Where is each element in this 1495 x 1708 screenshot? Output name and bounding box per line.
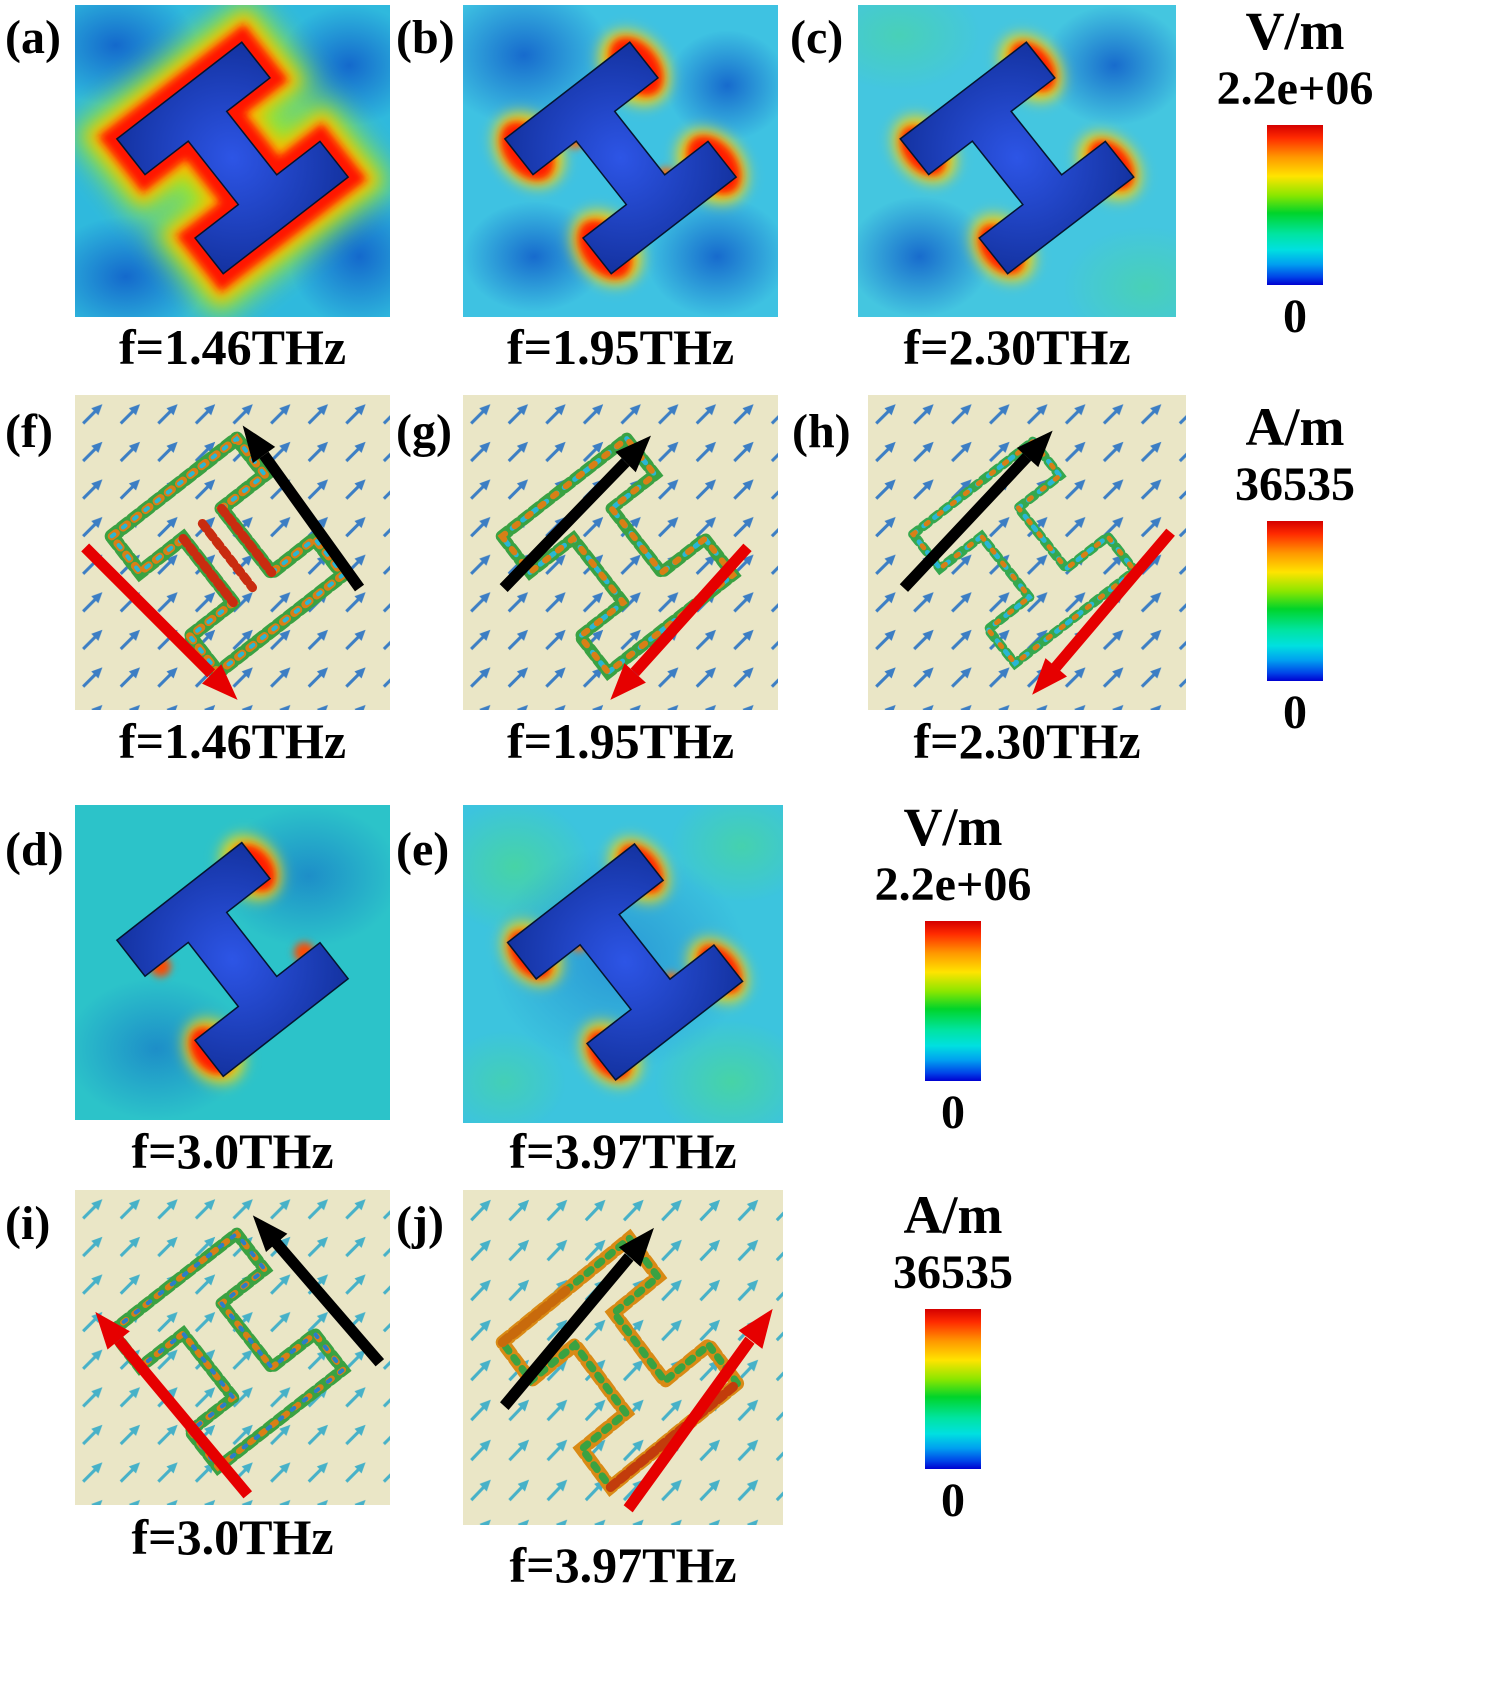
black-arrow bbox=[500, 1227, 654, 1411]
panel-label-b: (b) bbox=[396, 11, 455, 64]
current-map-i bbox=[75, 1190, 390, 1505]
caption-a: f=1.46THz bbox=[118, 319, 347, 375]
current-map-f bbox=[75, 395, 390, 710]
colorbar-max-value: 36535 bbox=[893, 1246, 1013, 1300]
panel-label-h: (h) bbox=[792, 405, 851, 458]
current-map-h bbox=[868, 395, 1186, 710]
colorbar-unit-label: V/m bbox=[903, 797, 1003, 857]
black-arrow bbox=[242, 425, 365, 592]
red-arrow bbox=[1032, 528, 1175, 695]
black-arrow bbox=[252, 1215, 385, 1367]
panel-label-j: (j) bbox=[396, 1197, 444, 1250]
resonator-shape bbox=[502, 838, 748, 1086]
panel-label-i: (i) bbox=[5, 1197, 51, 1250]
colorbar-gradient bbox=[925, 1308, 981, 1469]
current-colorbar-bottom: A/m 36535 0 bbox=[828, 1185, 1078, 1528]
caption-b: f=1.95THz bbox=[506, 319, 735, 375]
colorbar-max-value: 2.2e+06 bbox=[1216, 62, 1374, 116]
efield-map-b bbox=[463, 5, 778, 317]
panel-label-f: (f) bbox=[5, 405, 53, 458]
colorbar-gradient bbox=[925, 920, 981, 1081]
colorbar-min-value: 0 bbox=[1283, 289, 1307, 343]
caption-e: f=3.97THz bbox=[509, 1123, 737, 1179]
colorbar-unit-label: V/m bbox=[1245, 1, 1345, 61]
panel-label-d: (d) bbox=[5, 823, 64, 876]
colorbar-unit-label: A/m bbox=[1245, 397, 1345, 457]
resonator-shape bbox=[893, 35, 1141, 281]
efield-map-a bbox=[75, 5, 390, 317]
colorbar-min-value: 0 bbox=[1283, 685, 1307, 739]
current-map-g bbox=[463, 395, 778, 710]
red-arrow bbox=[623, 1308, 773, 1513]
efield-colorbar-top: V/m 2.2e+06 0 bbox=[1170, 1, 1420, 344]
colorbar-unit-label: A/m bbox=[903, 1185, 1003, 1245]
colorbar-gradient bbox=[1267, 124, 1323, 285]
caption-i: f=3.0THz bbox=[131, 1509, 334, 1565]
efield-map-d bbox=[75, 805, 390, 1120]
red-arrow bbox=[81, 543, 238, 700]
efield-map-c bbox=[858, 5, 1176, 317]
current-vectors bbox=[502, 1239, 737, 1488]
caption-g: f=1.95THz bbox=[506, 713, 735, 769]
current-colorbar-top: A/m 36535 0 bbox=[1170, 397, 1420, 740]
colorbar-min-value: 0 bbox=[941, 1473, 965, 1527]
colorbar-max-value: 2.2e+06 bbox=[874, 858, 1032, 912]
red-arrow bbox=[95, 1311, 253, 1499]
caption-f: f=1.46THz bbox=[118, 713, 347, 769]
caption-j: f=3.97THz bbox=[509, 1537, 737, 1593]
black-arrow bbox=[499, 435, 651, 592]
resonator-shape bbox=[116, 835, 349, 1083]
caption-h: f=2.30THz bbox=[913, 713, 1141, 769]
colorbar-min-value: 0 bbox=[941, 1085, 965, 1139]
panel-label-e: (e) bbox=[396, 823, 450, 876]
black-arrow bbox=[899, 430, 1053, 592]
caption-c: f=2.30THz bbox=[903, 319, 1131, 375]
efield-map-e bbox=[463, 805, 783, 1123]
panel-label-a: (a) bbox=[5, 11, 61, 64]
resonator-shape bbox=[494, 31, 747, 285]
caption-d: f=3.0THz bbox=[131, 1123, 334, 1179]
efield-colorbar-bottom: V/m 2.2e+06 0 bbox=[828, 797, 1078, 1140]
colorbar-gradient bbox=[1267, 520, 1323, 681]
red-arrow bbox=[610, 543, 752, 700]
current-vectors bbox=[112, 439, 343, 673]
panel-label-c: (c) bbox=[790, 11, 844, 64]
colorbar-max-value: 36535 bbox=[1235, 458, 1355, 512]
panel-label-g: (g) bbox=[396, 405, 452, 458]
current-map-j bbox=[463, 1190, 783, 1525]
